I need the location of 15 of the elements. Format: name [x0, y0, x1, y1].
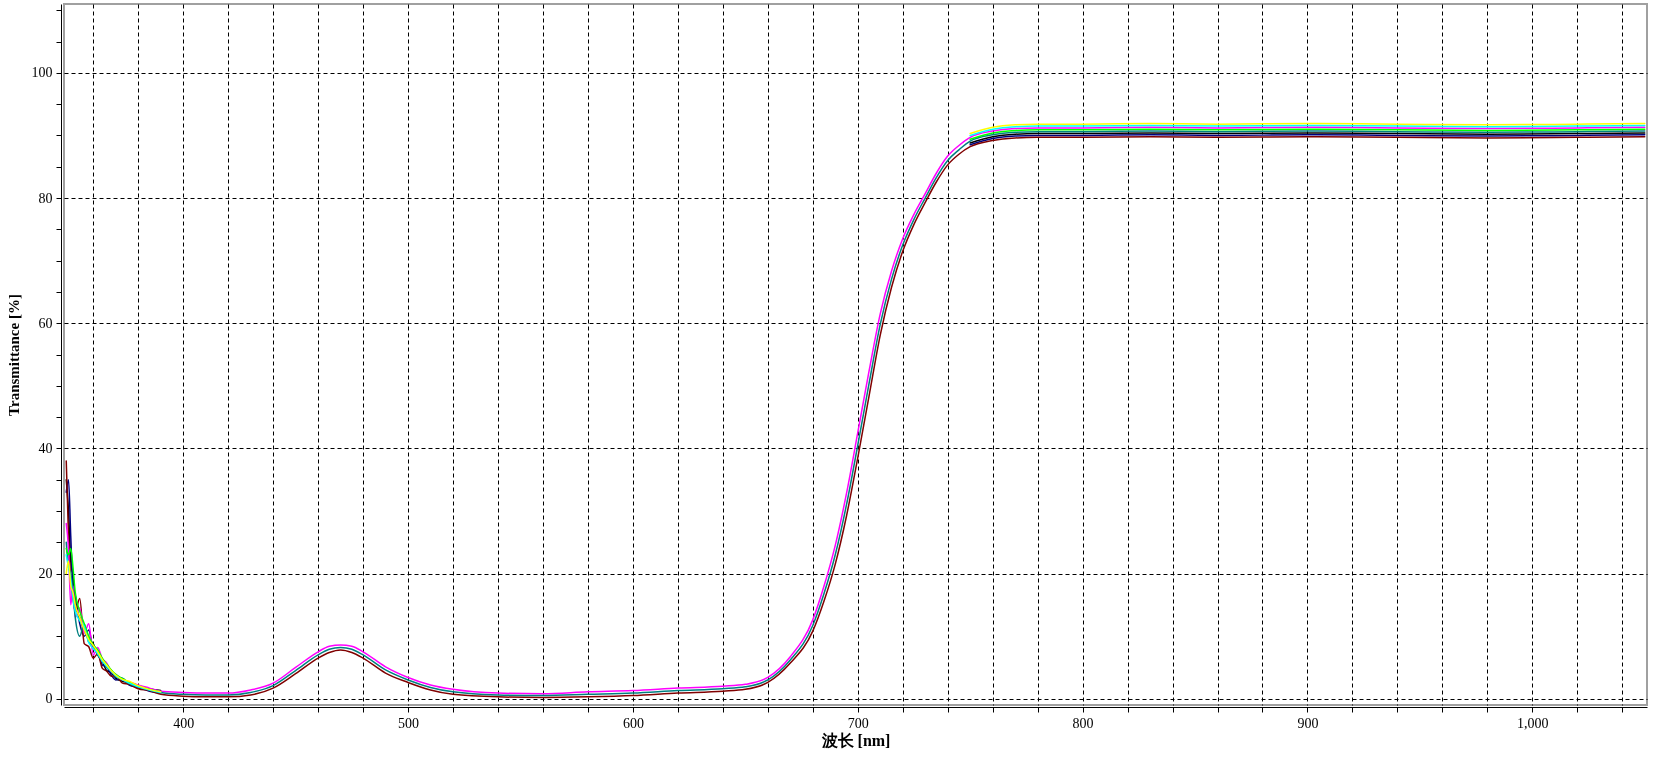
- y-tick-label: 40: [38, 440, 53, 456]
- x-tick-label: 600: [622, 715, 644, 731]
- x-tick-label: 900: [1297, 715, 1319, 731]
- x-axis-title: 波长 [nm]: [820, 731, 891, 749]
- y-tick-label: 0: [45, 691, 53, 707]
- x-tick-label: 1,000: [1517, 715, 1549, 731]
- y-tick-label: 60: [38, 315, 53, 331]
- y-tick-label: 80: [38, 190, 53, 206]
- x-tick-label: 800: [1072, 715, 1094, 731]
- x-tick-label: 500: [398, 715, 420, 731]
- x-tick-label: 400: [173, 715, 195, 731]
- x-tick-label: 700: [847, 715, 869, 731]
- y-tick-label: 20: [38, 566, 53, 582]
- y-tick-label: 100: [31, 65, 53, 81]
- y-axis-title: Transmittance [%]: [5, 294, 22, 416]
